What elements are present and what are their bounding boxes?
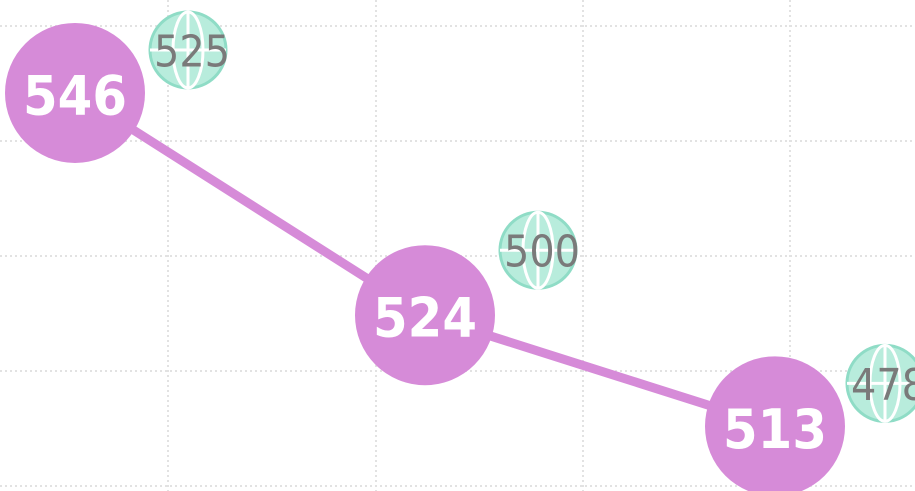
point (5, 22, 145, 163)
point-label: 546 (23, 64, 127, 127)
point-label: 524 (373, 287, 477, 350)
comparison-value: 478 (851, 360, 915, 411)
comparison-label: 525 (148, 10, 230, 90)
point (705, 356, 845, 491)
comparison-value: 500 (504, 227, 580, 278)
comparison-value: 525 (154, 26, 230, 77)
point-label: 513 (723, 398, 827, 461)
comparison-label: 478 (845, 343, 915, 423)
point (355, 245, 495, 386)
comparison-label: 500 (498, 210, 580, 290)
